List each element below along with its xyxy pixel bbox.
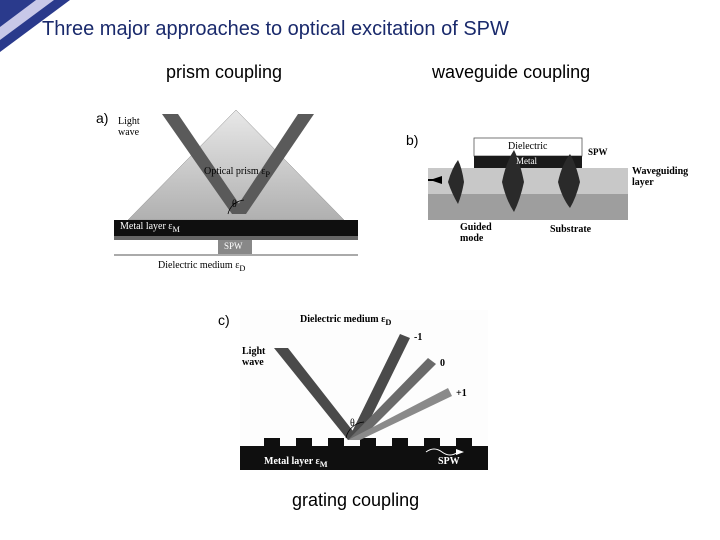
label-metal-layer-a: Metal layer εM [120, 221, 180, 234]
label-theta-a: θ [232, 199, 237, 210]
panel-tag-b: b) [406, 132, 418, 148]
label-dielectric-a: Dielectric medium εD [158, 260, 245, 273]
label-light-wave-a: Light wave [118, 116, 140, 138]
label-metal-b: Metal [516, 156, 537, 166]
page-title: Three major approaches to optical excita… [42, 18, 509, 41]
diagram-grating: Dielectric medium εD Light wave θ -1 0 +… [240, 310, 488, 482]
subtitle-prism: prism coupling [166, 62, 282, 83]
label-spw-c: SPW [438, 456, 460, 467]
label-substrate: Substrate [550, 224, 591, 235]
label-light-wave-c: Light wave [242, 346, 265, 368]
label-dielectric-b: Dielectric [508, 141, 547, 152]
diagram-prism: Light wave Optical prism εP θ Metal laye… [114, 108, 358, 288]
label-guided-mode: Guided mode [460, 222, 492, 244]
label-order-m1: -1 [414, 332, 422, 343]
label-dielectric-c: Dielectric medium εD [300, 314, 391, 327]
label-metal-layer-c: Metal layer εM [264, 456, 328, 469]
panel-tag-a: a) [96, 110, 108, 126]
label-optical-prism: Optical prism εP [204, 166, 270, 179]
subtitle-waveguide: waveguide coupling [432, 62, 590, 83]
label-theta-c: θ [350, 418, 355, 429]
label-spw-b: SPW [588, 147, 608, 157]
diagram-waveguide: Dielectric Metal SPW Waveguiding layer G… [428, 130, 672, 250]
panel-tag-c: c) [218, 312, 230, 328]
label-spw-a: SPW [224, 241, 243, 251]
label-waveguiding: Waveguiding layer [632, 166, 688, 188]
label-order-0: 0 [440, 358, 445, 369]
subtitle-grating: grating coupling [292, 490, 419, 511]
label-order-p1: +1 [456, 388, 467, 399]
